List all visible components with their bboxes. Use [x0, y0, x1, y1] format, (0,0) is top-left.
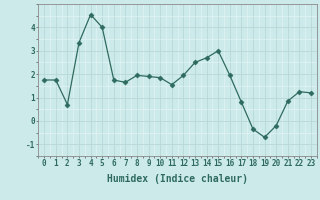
X-axis label: Humidex (Indice chaleur): Humidex (Indice chaleur): [107, 174, 248, 184]
